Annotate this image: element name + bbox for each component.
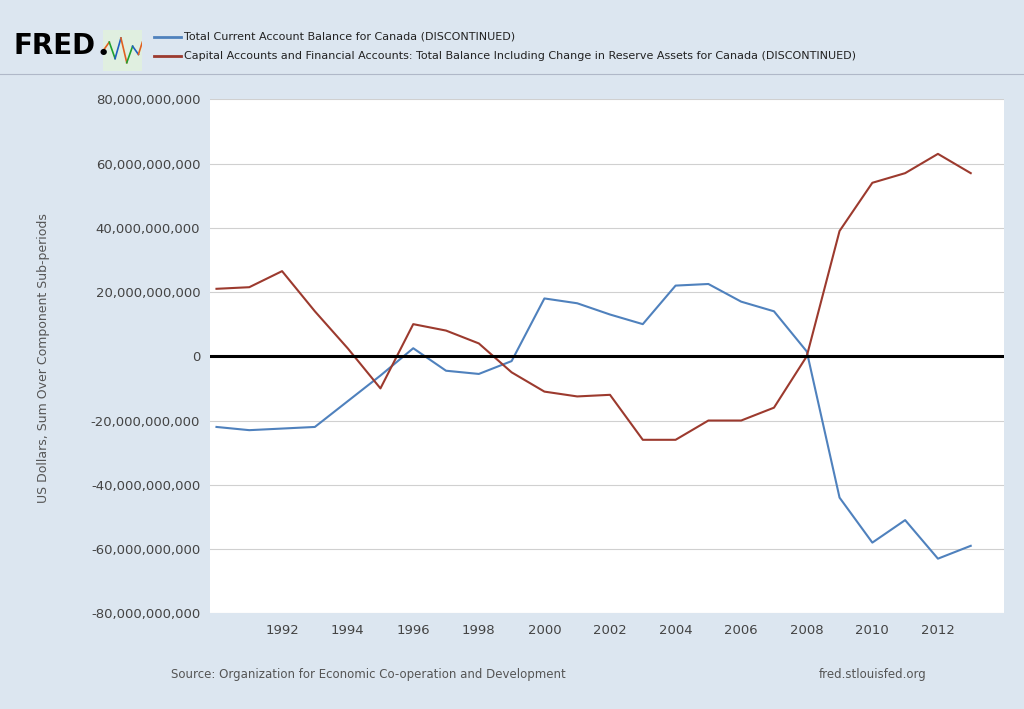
Text: FRED: FRED [13, 32, 95, 60]
Text: fred.stlouisfed.org: fred.stlouisfed.org [819, 669, 927, 681]
Text: Total Current Account Balance for Canada (DISCONTINUED): Total Current Account Balance for Canada… [184, 32, 515, 42]
Text: ●: ● [99, 47, 106, 55]
Text: US Dollars, Sum Over Component Sub-periods: US Dollars, Sum Over Component Sub-perio… [37, 213, 49, 503]
Text: Source: Organization for Economic Co-operation and Development: Source: Organization for Economic Co-ope… [171, 669, 566, 681]
Text: Capital Accounts and Financial Accounts: Total Balance Including Change in Reser: Capital Accounts and Financial Accounts:… [184, 51, 856, 61]
